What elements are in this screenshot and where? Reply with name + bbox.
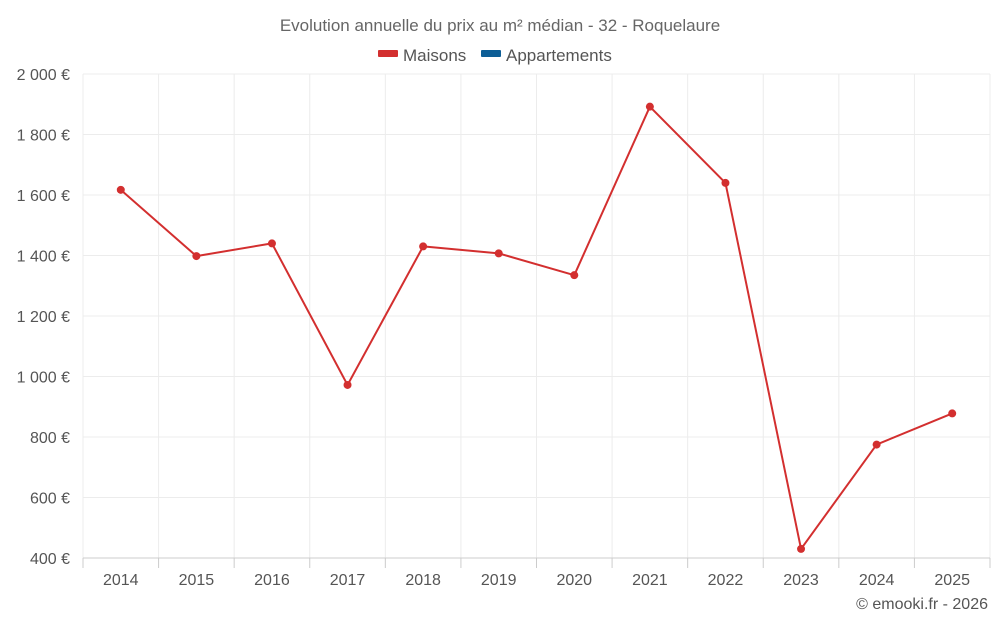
- y-tick-label: 1 000 €: [17, 370, 70, 387]
- x-tick-label: 2025: [934, 572, 970, 589]
- x-tick-label: 2014: [103, 572, 139, 589]
- data-point-maisons-2017[interactable]: [343, 380, 352, 389]
- data-point-maisons-2023[interactable]: [797, 544, 806, 553]
- x-tick-label: 2020: [556, 572, 592, 589]
- y-tick-label: 1 200 €: [17, 309, 70, 326]
- y-tick-label: 2 000 €: [17, 67, 70, 84]
- data-point-maisons-2019[interactable]: [494, 249, 503, 258]
- x-tick-label: 2024: [859, 572, 895, 589]
- data-point-maisons-2021[interactable]: [645, 102, 654, 111]
- grid: [82, 73, 991, 558]
- series-maisons: [116, 102, 957, 553]
- data-point-maisons-2016[interactable]: [267, 239, 276, 248]
- axes: [82, 557, 991, 568]
- data-point-maisons-2025[interactable]: [948, 409, 957, 418]
- x-tick-label: 2015: [179, 572, 215, 589]
- credit-text: © emooki.fr - 2026: [856, 596, 988, 613]
- x-tick-label: 2019: [481, 572, 517, 589]
- data-point-maisons-2014[interactable]: [116, 185, 125, 194]
- legend-item-appartements[interactable]: Appartements: [481, 46, 612, 65]
- x-tick-label: 2023: [783, 572, 819, 589]
- series-line-maisons: [120, 105, 953, 550]
- x-tick-label: 2018: [405, 572, 441, 589]
- y-tick-label: 800 €: [30, 430, 70, 447]
- x-tick-label: 2021: [632, 572, 668, 589]
- legend-label-appartements: Appartements: [506, 46, 612, 65]
- x-tick-label: 2022: [708, 572, 744, 589]
- y-tick-label: 400 €: [30, 551, 70, 568]
- chart-title: Evolution annuelle du prix au m² médian …: [280, 16, 720, 35]
- legend-item-maisons[interactable]: Maisons: [378, 46, 466, 65]
- legend: Maisons Appartements: [378, 46, 612, 65]
- data-point-maisons-2018[interactable]: [419, 242, 428, 251]
- y-tick-label: 1 800 €: [17, 128, 70, 145]
- legend-swatch-appartements: [481, 50, 501, 57]
- y-tick-label: 1 400 €: [17, 249, 70, 266]
- y-tick-labels: 400 € 600 € 800 € 1 000 € 1 200 € 1 400 € 1 60…: [17, 67, 70, 568]
- x-tick-labels: 2014 2015 2016 2017 2018 2019 2020 2021 2022 2023…: [103, 572, 970, 589]
- data-point-maisons-2020[interactable]: [570, 271, 579, 280]
- data-point-maisons-2024[interactable]: [872, 440, 881, 449]
- x-tick-label: 2016: [254, 572, 290, 589]
- y-tick-label: 600 €: [30, 491, 70, 508]
- data-point-maisons-2022[interactable]: [721, 178, 730, 187]
- data-point-maisons-2015[interactable]: [192, 252, 201, 261]
- y-tick-label: 1 600 €: [17, 188, 70, 205]
- legend-swatch-maisons: [378, 50, 398, 57]
- legend-label-maisons: Maisons: [403, 46, 466, 65]
- x-tick-label: 2017: [330, 572, 366, 589]
